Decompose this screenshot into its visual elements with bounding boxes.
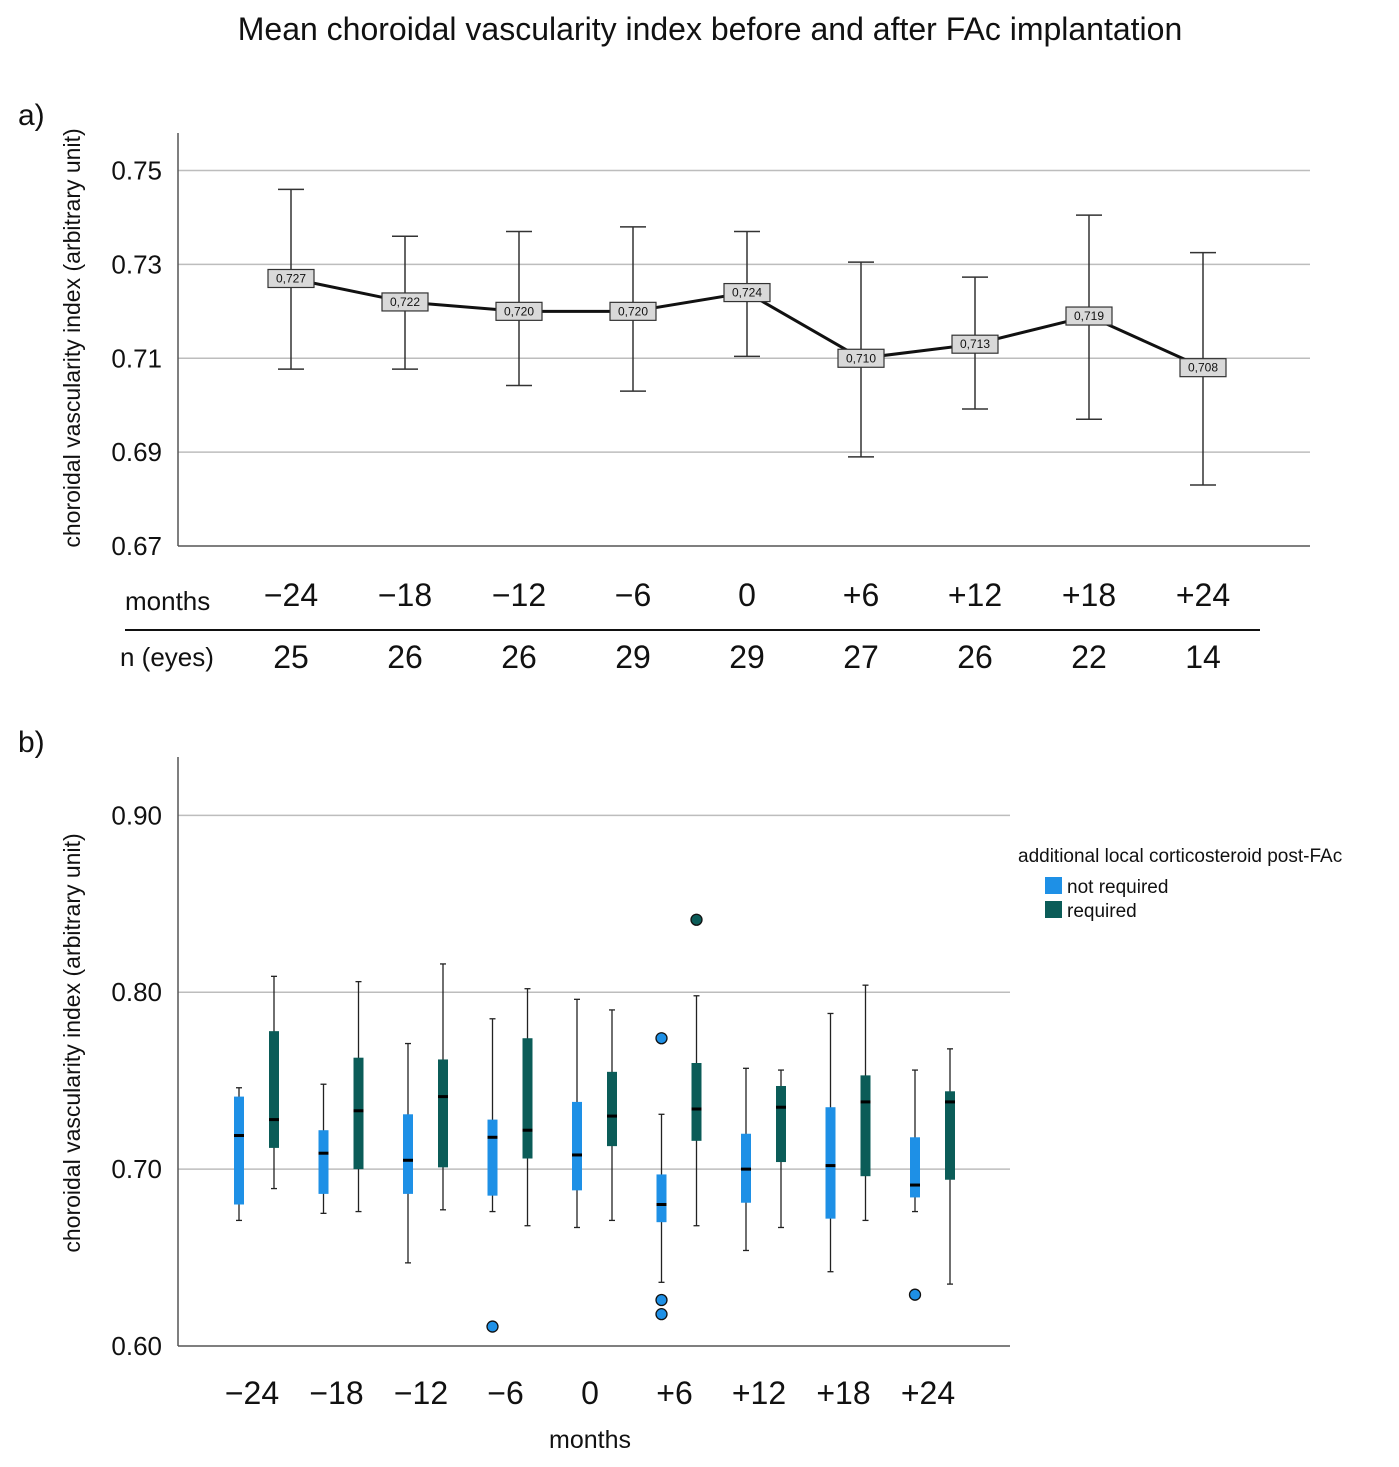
legend: additional local corticosteroid post-FAc… — [1018, 846, 1342, 922]
panel-a-y-axis-label: choroidal vascularity index (arbitrary u… — [59, 128, 85, 547]
box-iqr — [353, 1057, 364, 1170]
box-iqr — [825, 1107, 836, 1219]
box-iqr — [403, 1114, 413, 1194]
table-month-value: −12 — [492, 577, 546, 613]
box-iqr — [572, 1101, 582, 1191]
table-month-value: +24 — [1176, 577, 1230, 613]
mean-data-label: 0,710 — [846, 351, 876, 365]
panel-b-x-tick-label: +18 — [816, 1375, 870, 1411]
panel-a-y-tick-label: 0.67 — [111, 531, 162, 561]
figure-title: Mean choroidal vascularity index before … — [238, 11, 1183, 47]
panel-b-y-tick-label: 0.90 — [111, 800, 162, 830]
panel-b-x-tick-label: −18 — [309, 1375, 363, 1411]
box-outlier — [908, 1288, 922, 1301]
panel-b-y-axis-label: choroidal vascularity index (arbitrary u… — [59, 833, 85, 1252]
panel-a-label: a) — [18, 99, 45, 132]
panel-a: a) choroidal vascularity index (arbitrar… — [18, 99, 1310, 675]
mean-data-label: 0,727 — [276, 271, 306, 285]
box-outlier — [655, 1032, 668, 1045]
box-iqr — [438, 1059, 448, 1168]
mean-marker — [495, 301, 543, 321]
table-n-eyes-value: 27 — [843, 639, 879, 675]
legend-item-required: required — [1067, 901, 1137, 922]
legend-title: additional local corticosteroid post-FAc — [1018, 846, 1342, 867]
panel-a-y-tick-label: 0.71 — [111, 343, 162, 373]
box-iqr — [487, 1119, 498, 1196]
panel-b-x-tick-label: 0 — [581, 1375, 599, 1411]
table-n-eyes-label: n (eyes) — [120, 642, 214, 672]
table-month-value: +6 — [843, 577, 879, 613]
table-month-value: −24 — [264, 577, 318, 613]
mean-data-label: 0,724 — [732, 286, 762, 300]
mean-data-label: 0,720 — [504, 304, 534, 318]
table-n-eyes-value: 25 — [273, 639, 309, 675]
table-n-eyes-value: 26 — [501, 639, 537, 675]
panel-b-x-tick-label: −12 — [394, 1375, 448, 1411]
panel-b-label: b) — [18, 726, 45, 759]
box-iqr — [691, 1062, 702, 1141]
panel-a-y-tick-label: 0.73 — [111, 249, 162, 279]
table-months-label: months — [125, 586, 210, 616]
table-month-value: +18 — [1062, 577, 1116, 613]
box-iqr — [269, 1031, 279, 1148]
table-month-value: −6 — [615, 577, 651, 613]
mean-data-label: 0,708 — [1188, 361, 1218, 375]
box-outlier — [655, 1308, 668, 1321]
panel-a-y-tick-label: 0.75 — [111, 156, 162, 186]
table-n-eyes-value: 29 — [729, 639, 765, 675]
box-outlier — [690, 913, 703, 926]
table-n-eyes-value: 26 — [957, 639, 993, 675]
panel-b-x-tick-label: −24 — [225, 1375, 279, 1411]
box-iqr — [860, 1075, 871, 1177]
panel-a-y-tick-label: 0.69 — [111, 437, 162, 467]
table-n-eyes-value: 26 — [387, 639, 423, 675]
table-n-eyes-value: 14 — [1185, 639, 1221, 675]
box-iqr — [234, 1096, 244, 1205]
box-iqr — [776, 1085, 786, 1163]
box-iqr — [318, 1130, 329, 1194]
mean-data-label: 0,720 — [618, 304, 648, 318]
panel-b-x-tick-label: +12 — [732, 1375, 786, 1411]
table-month-value: −18 — [378, 577, 432, 613]
mean-marker — [267, 268, 315, 289]
panel-b-y-tick-label: 0.60 — [111, 1331, 162, 1361]
mean-marker — [1065, 306, 1113, 326]
box-iqr — [910, 1137, 920, 1198]
table-month-value: +12 — [948, 577, 1002, 613]
box-iqr — [607, 1071, 617, 1147]
panel-b-y-tick-label: 0.70 — [111, 1154, 162, 1184]
box-iqr — [656, 1174, 667, 1223]
box-outlier — [486, 1320, 499, 1333]
box-iqr — [945, 1091, 955, 1180]
mean-marker — [723, 282, 771, 303]
legend-swatch-required — [1045, 901, 1062, 918]
mean-data-label: 0,719 — [1074, 309, 1104, 323]
panel-b-x-tick-label: −6 — [487, 1375, 523, 1411]
mean-data-label: 0,722 — [390, 295, 420, 309]
mean-marker — [381, 292, 429, 312]
table-month-value: 0 — [738, 577, 756, 613]
panel-b: b) choroidal vascularity index (arbitrar… — [18, 726, 1342, 1454]
legend-swatch-not-required — [1045, 877, 1062, 894]
box-iqr — [522, 1038, 533, 1159]
mean-marker — [951, 334, 999, 354]
table-n-eyes-value: 22 — [1071, 639, 1107, 675]
panel-b-x-tick-label: +24 — [901, 1375, 955, 1411]
panel-b-x-axis-label: months — [549, 1426, 631, 1454]
table-n-eyes-value: 29 — [615, 639, 651, 675]
mean-marker — [1179, 358, 1227, 378]
box-outlier — [655, 1293, 668, 1307]
panel-b-x-tick-label: +6 — [656, 1375, 692, 1411]
panel-b-y-tick-label: 0.80 — [111, 977, 162, 1007]
mean-data-label: 0,713 — [960, 337, 990, 351]
mean-marker — [609, 301, 657, 321]
legend-item-not-required: not required — [1067, 877, 1168, 898]
mean-marker — [837, 348, 885, 368]
